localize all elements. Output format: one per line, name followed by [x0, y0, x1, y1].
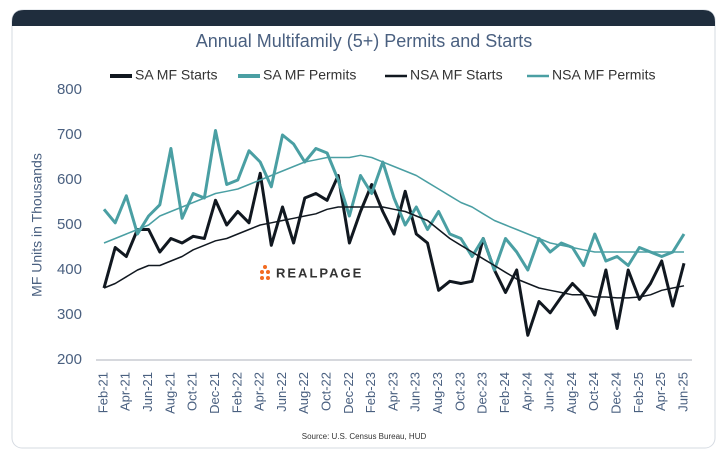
series-line [102, 171, 686, 337]
series-line [103, 154, 684, 253]
legend-label: SA MF Starts [135, 67, 217, 83]
x-tick-label: Jun-23 [408, 372, 423, 412]
logo-dot [260, 276, 264, 280]
x-tick-label: Oct-24 [586, 372, 601, 411]
y-tick-label: 600 [57, 171, 82, 188]
x-tick-label: Aug-23 [430, 372, 445, 414]
logo-dot [260, 270, 264, 274]
x-tick-label: Jun-24 [542, 372, 557, 412]
legend-label: NSA MF Permits [552, 67, 655, 83]
x-tick-label: Jun-22 [274, 372, 289, 412]
x-tick-label: Dec-22 [341, 372, 356, 414]
x-tick-label: Feb-21 [95, 372, 110, 413]
y-tick-label: 300 [57, 306, 82, 323]
logo-text: REALPAGE [276, 265, 363, 280]
x-tick-label: Jun-21 [140, 372, 155, 412]
y-tick-label: 200 [57, 351, 82, 368]
x-tick-label: Jun-25 [675, 372, 690, 412]
logo-dot [263, 265, 267, 269]
logo-dot [266, 276, 270, 280]
x-tick-label: Aug-22 [296, 372, 311, 414]
card-top-bar [12, 10, 715, 26]
x-tick-label: Aug-24 [564, 372, 579, 414]
x-tick-label: Apr-24 [519, 372, 534, 411]
x-tick-label: Oct-22 [319, 372, 334, 411]
x-tick-label: Apr-21 [118, 372, 133, 411]
x-tick-label: Apr-23 [385, 372, 400, 411]
y-tick-label: 500 [57, 216, 82, 233]
logo: REALPAGE [260, 265, 363, 280]
legend-label: NSA MF Starts [410, 67, 503, 83]
source-note: Source: U.S. Census Bureau, HUD [302, 432, 427, 441]
x-tick-label: Feb-23 [363, 372, 378, 413]
x-tick-label: Dec-24 [609, 372, 624, 414]
legend-label: SA MF Permits [263, 67, 356, 83]
y-tick-label: 800 [57, 81, 82, 98]
x-tick-label: Apr-22 [252, 372, 267, 411]
logo-dot [266, 270, 270, 274]
x-tick-label: Aug-21 [162, 372, 177, 414]
x-tick-label: Dec-21 [207, 372, 222, 414]
series-line [102, 129, 686, 272]
y-tick-label: 400 [57, 261, 82, 278]
x-tick-label: Oct-23 [452, 372, 467, 411]
chart-title: Annual Multifamily (5+) Permits and Star… [196, 31, 533, 51]
x-tick-label: Feb-25 [631, 372, 646, 413]
x-tick-label: Dec-23 [475, 372, 490, 414]
y-tick-label: 700 [57, 126, 82, 143]
y-axis-label: MF Units in Thousands [29, 153, 45, 297]
x-tick-label: Feb-22 [229, 372, 244, 413]
x-tick-label: Feb-24 [497, 372, 512, 413]
series-line [103, 206, 685, 299]
x-tick-label: Apr-25 [653, 372, 668, 411]
x-tick-label: Oct-21 [185, 372, 200, 411]
